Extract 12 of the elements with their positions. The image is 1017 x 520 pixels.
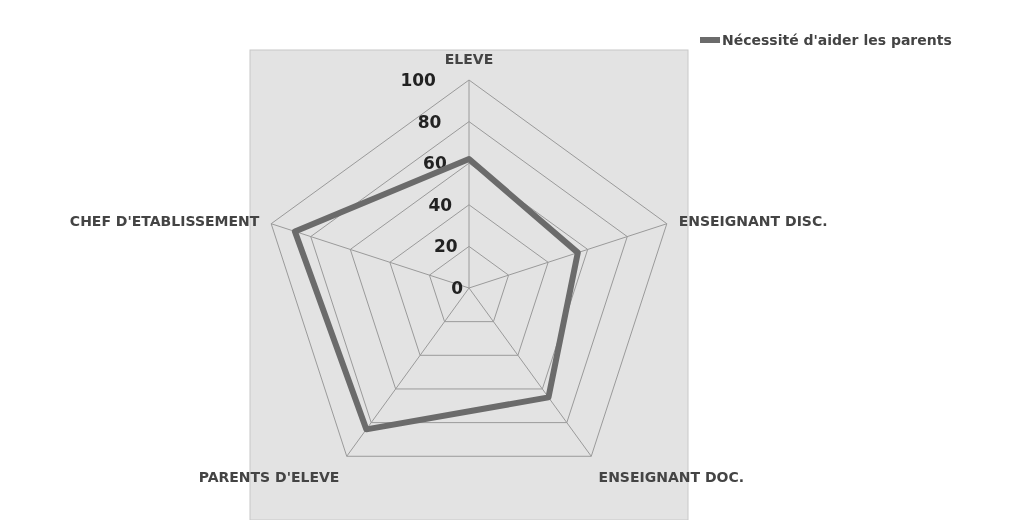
- y-tick-label: 60: [423, 153, 447, 174]
- y-tick-label: 80: [417, 111, 442, 132]
- spoke-label: CHEF D'ETABLISSEMENT: [69, 212, 260, 229]
- y-tick-label: 0: [451, 278, 464, 298]
- y-tick-label: 20: [433, 236, 458, 257]
- spoke-label: ELEVE: [444, 50, 494, 67]
- spoke-label: PARENTS D'ELEVE: [198, 469, 340, 486]
- legend-label: Nécessité d'aider les parents: [722, 32, 952, 48]
- spoke-label: ENSEIGNANT DISC.: [678, 212, 828, 229]
- y-tick-label: 100: [400, 70, 437, 90]
- spoke-label: ENSEIGNANT DOC.: [598, 469, 745, 486]
- y-tick-label: 40: [428, 194, 453, 215]
